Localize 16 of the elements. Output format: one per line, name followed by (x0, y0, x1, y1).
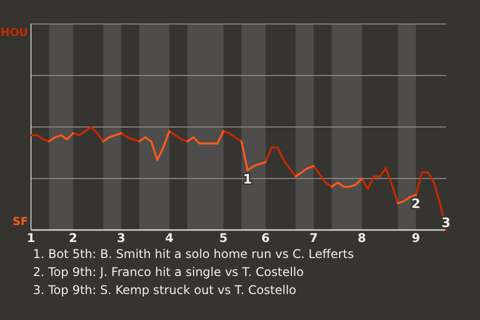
x-tick-label: 2 (68, 231, 78, 245)
x-tick-label: 1 (26, 231, 36, 245)
x-tick-label: 9 (412, 231, 420, 245)
x-tick-label: 3 (117, 231, 126, 245)
text: 3. Top 9th: S. Kemp struck out vs T. Costello (33, 283, 296, 297)
text: HOU (0, 26, 28, 39)
x-tick-label: 6 (261, 231, 270, 245)
text: 2. Top 9th: J. Franco hit a single vs T. Costello (33, 265, 304, 279)
annotation: 1 (243, 172, 252, 188)
x-tick-label: 4 (165, 231, 174, 245)
x-tick-label: 7 (310, 231, 318, 245)
text: 1. Bot 5th: B. Smith hit a solo home run vs C. Lefferts (33, 247, 354, 261)
x-tick-label: 5 (219, 231, 228, 245)
annotation: 2 (411, 196, 420, 212)
x-tick-label: 8 (358, 231, 366, 245)
text: SF (12, 214, 28, 228)
